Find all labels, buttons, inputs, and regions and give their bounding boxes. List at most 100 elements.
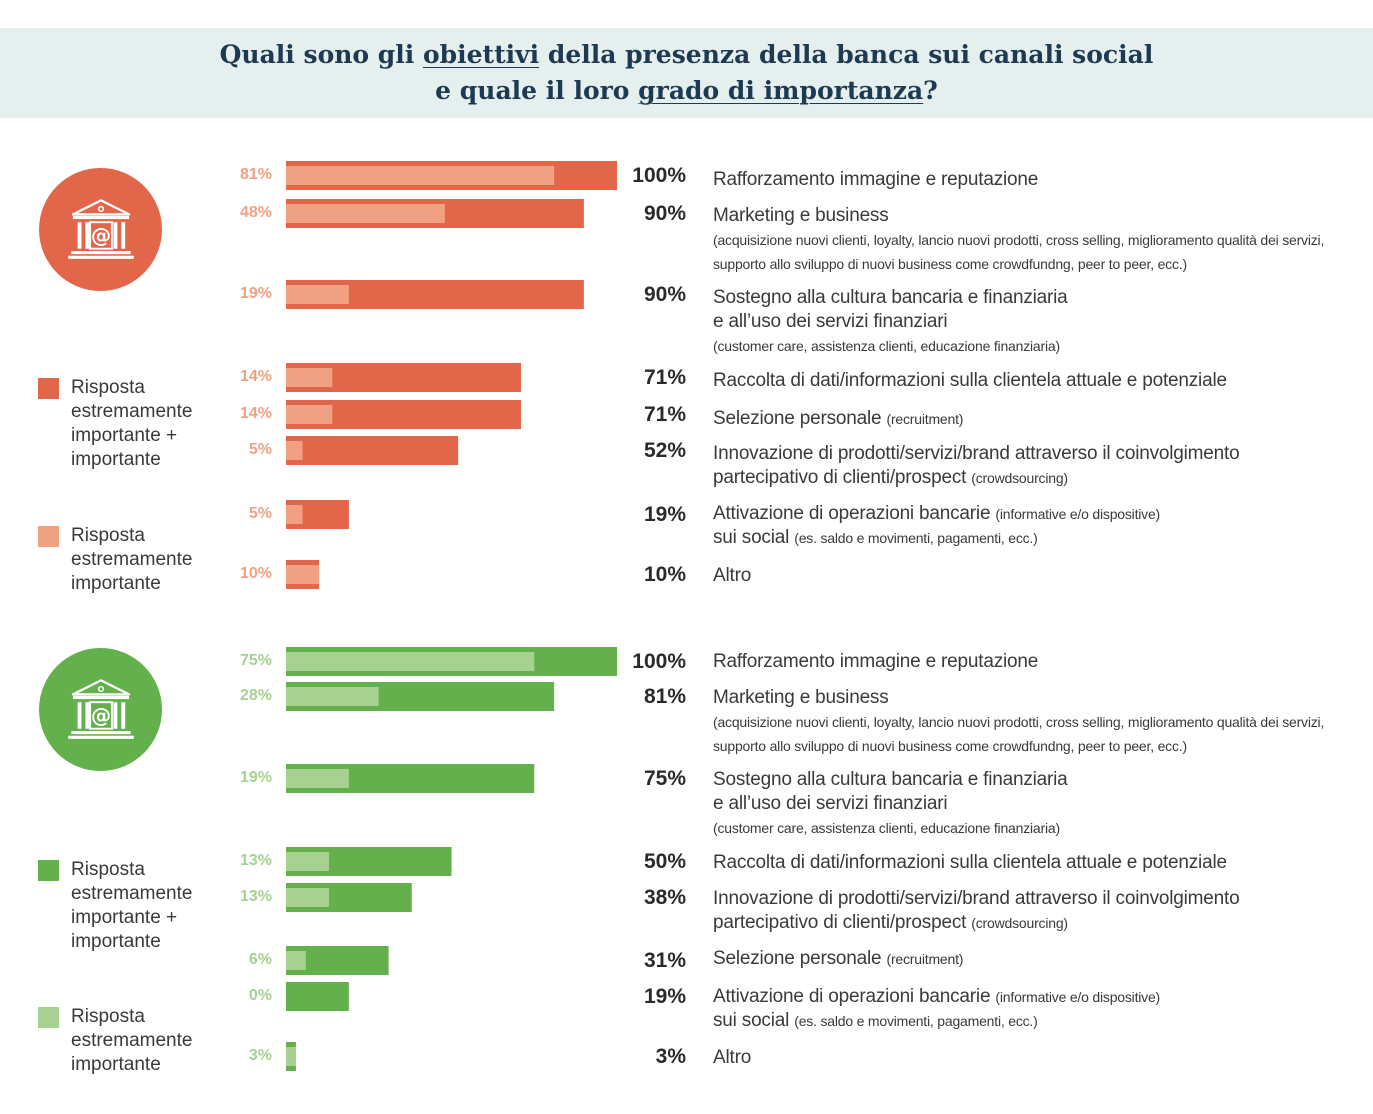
category-title: Raccolta di dati/informazioni sulla clie… [713, 852, 1227, 873]
legend-label-dark: Risposta estremamente importante + impor… [71, 859, 193, 952]
title-text: ? [923, 76, 938, 105]
bar-extreme [286, 951, 306, 970]
bar-extreme [286, 1047, 296, 1066]
bar-value-total: 3% [655, 1045, 686, 1068]
chart-green: @ Risposta estremamente importante + impo… [0, 622, 1373, 1102]
category-label-line: Rafforzamento immagine e reputazione [713, 168, 1353, 192]
category-title: Raccolta di dati/informazioni sulla clie… [713, 370, 1227, 391]
category-label: Rafforzamento immagine e reputazione [713, 168, 1353, 192]
category-title: Innovazione di prodotti/servizi/brand at… [713, 443, 1240, 464]
category-label-line: Marketing e business [713, 204, 1353, 228]
category-label-line: Sostegno alla cultura bancaria e finanzi… [713, 768, 1353, 792]
category-note: (es. saldo e movimenti, pagamenti, ecc.) [794, 1013, 1038, 1029]
category-label: Rafforzamento immagine e reputazione [713, 650, 1353, 674]
title-banner: Quali sono gli obiettivi della presenza … [0, 28, 1373, 118]
bar-extreme [286, 505, 303, 524]
category-title: Innovazione di prodotti/servizi/brand at… [713, 888, 1240, 909]
category-title: Sostegno alla cultura bancaria e finanzi… [713, 769, 1068, 790]
bars-svg [286, 647, 617, 1071]
legend-swatch-light [38, 1007, 59, 1028]
bar-value-extreme: 75% [239, 652, 272, 669]
bank-at-icon: @ [67, 678, 134, 739]
page-title-line-2: e quale il loro grado di importanza? [435, 73, 938, 109]
category-title: Attivazione di operazioni bancarie [713, 503, 991, 524]
category-label: Innovazione di prodotti/servizi/brand at… [713, 442, 1353, 490]
bar-value-extreme: 6% [248, 951, 272, 968]
bar-value-extreme: 10% [239, 565, 272, 582]
category-title: Altro [713, 1047, 752, 1068]
bar-value-total: 52% [643, 439, 686, 462]
bar-value-extreme: 14% [239, 405, 272, 422]
category-label-line: e all’uso dei servizi finanziari [713, 792, 1353, 816]
category-label: Marketing e business (acquisizione nuovi … [713, 204, 1353, 276]
category-title-cont: e all’uso dei servizi finanziari [713, 311, 948, 332]
category-label: Sostegno alla cultura bancaria e finanzi… [713, 286, 1353, 358]
category-label-line: Raccolta di dati/informazioni sulla clie… [713, 851, 1353, 875]
category-title: Selezione personale [713, 408, 882, 429]
category-label-line: partecipativo di clienti/prospect (crowd… [713, 466, 1353, 490]
category-title: Selezione personale [713, 948, 882, 969]
bar-extreme [286, 405, 333, 424]
bar-value-extreme: 14% [239, 368, 272, 385]
category-label-line: Rafforzamento immagine e reputazione [713, 650, 1353, 674]
legend-swatch-light [38, 526, 59, 547]
bar-extreme [286, 652, 535, 671]
svg-text:@: @ [90, 703, 110, 727]
category-label-line: Selezione personale (recruitment) [713, 947, 1353, 971]
bar-value-extreme: 19% [239, 285, 272, 302]
category-label: Raccolta di dati/informazioni sulla clie… [713, 369, 1353, 393]
bar-value-extreme: 5% [248, 505, 272, 522]
bar-total [286, 982, 349, 1011]
bar-value-extreme: 0% [248, 987, 272, 1004]
bar-value-total: 10% [643, 563, 686, 586]
bar-value-total: 19% [643, 985, 686, 1008]
bar-extreme [286, 769, 349, 788]
category-title: Altro [713, 565, 752, 586]
category-note: (crowdsourcing) [971, 470, 1068, 486]
category-title-cont: sui social [713, 527, 790, 548]
bar-value-total: 100% [632, 164, 686, 187]
category-subtext: (acquisizione nuovi clienti, loyalty, la… [713, 714, 1325, 754]
category-label-line: partecipativo di clienti/prospect (crowd… [713, 911, 1353, 935]
category-title-cont: e all’uso dei servizi finanziari [713, 793, 948, 814]
category-label-line: Altro [713, 1046, 1353, 1070]
bar-value-extreme: 5% [248, 441, 272, 458]
category-note: (informative e/o dispositive) [995, 989, 1161, 1005]
bar-value-total: 38% [643, 886, 686, 909]
bar-extreme [286, 204, 445, 223]
chart-icon-circle: @ [39, 648, 162, 771]
category-label-line: Altro [713, 564, 1353, 588]
bar-value-total: 90% [643, 202, 686, 225]
category-label-line: sui social (es. saldo e movimenti, pagam… [713, 1009, 1353, 1033]
bar-extreme [286, 368, 333, 387]
category-label-line: Attivazione di operazioni bancarie (info… [713, 985, 1353, 1009]
category-label: Sostegno alla cultura bancaria e finanzi… [713, 768, 1353, 840]
bar-extreme [286, 565, 320, 584]
category-label-line: Innovazione di prodotti/servizi/brand at… [713, 887, 1353, 911]
bar-value-total: 71% [643, 403, 686, 426]
bar-value-total: 90% [643, 283, 686, 306]
category-label: Innovazione di prodotti/servizi/brand at… [713, 887, 1353, 935]
title-text: Quali sono gli [219, 40, 423, 69]
bar-total [286, 436, 459, 465]
legend-label-light: Risposta estremamente importante [71, 525, 193, 594]
legend-swatch-dark [38, 378, 59, 399]
category-label-line: Selezione personale (recruitment) [713, 407, 1353, 431]
bank-at-icon: @ [67, 198, 134, 259]
category-note: (crowdsourcing) [971, 915, 1068, 931]
category-label-line: Innovazione di prodotti/servizi/brand at… [713, 442, 1353, 466]
category-label: Attivazione di operazioni bancarie (info… [713, 502, 1353, 550]
bar-extreme [286, 852, 330, 871]
category-label: Selezione personale (recruitment) [713, 407, 1353, 431]
category-note: (es. saldo e movimenti, pagamenti, ecc.) [794, 530, 1038, 546]
category-title-cont: sui social [713, 1010, 790, 1031]
title-text: della presenza della banca sui canali so… [539, 40, 1154, 69]
bar-extreme [286, 888, 330, 907]
category-note: (informative e/o dispositive) [995, 506, 1161, 522]
category-label-line: Attivazione di operazioni bancarie (info… [713, 502, 1353, 526]
category-label: Marketing e business (acquisizione nuovi … [713, 686, 1353, 758]
bar-extreme [286, 687, 379, 706]
bar-value-extreme: 48% [239, 204, 272, 221]
bar-value-total: 50% [643, 850, 686, 873]
bar-value-total: 71% [643, 366, 686, 389]
